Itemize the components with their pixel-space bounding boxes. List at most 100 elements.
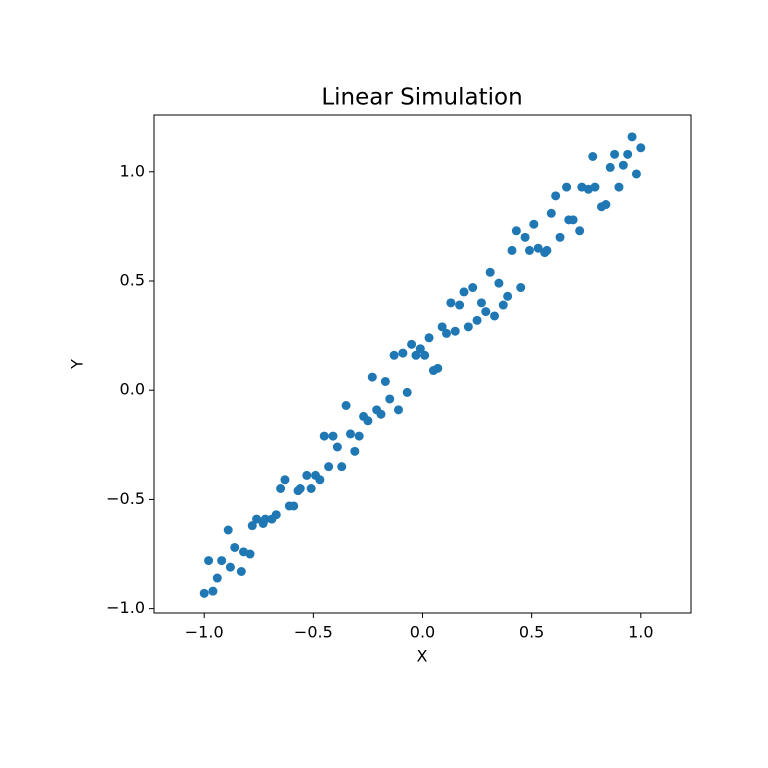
point [411,350,421,360]
point [485,267,495,277]
point [204,556,214,566]
point [199,588,209,598]
point [433,363,443,373]
point [498,300,508,310]
point [459,287,469,297]
chart-title: Linear Simulation [321,85,522,111]
point [516,283,526,293]
point [588,152,598,161]
point [345,429,355,439]
y-axis-label: Y [68,359,87,370]
point [337,462,347,472]
point [319,431,329,441]
point [481,307,491,317]
point [252,514,262,524]
point [236,567,246,576]
point [610,149,620,159]
point [503,291,513,301]
point [341,401,351,410]
point [230,542,240,552]
x-tick-label: 0.0 [410,623,435,642]
point [529,219,539,229]
point [424,333,434,343]
point [380,376,390,386]
point [511,226,521,236]
point [393,405,403,415]
x-tick-label: −1.0 [185,623,224,642]
point [524,245,534,255]
y-tick-label: −1.0 [106,598,145,617]
point [614,182,624,192]
point [450,326,460,336]
point [551,191,561,201]
point [223,525,233,535]
point [280,475,290,485]
point [302,470,312,480]
point [442,328,452,338]
point [332,442,342,452]
point [575,226,585,236]
point [437,322,447,332]
x-tick-label: 0.5 [519,623,544,642]
point [225,562,235,572]
point [520,232,530,242]
point [376,409,386,419]
point [247,521,257,531]
point [367,372,377,382]
point [328,431,338,441]
point [618,160,628,170]
plot-frame [153,114,692,614]
point [306,484,316,493]
y-tick-label: −0.5 [106,489,145,508]
point [494,278,504,288]
point [295,484,305,493]
point [555,232,565,242]
point [627,132,637,142]
point [398,348,408,358]
x-tick-label: −0.5 [294,623,333,642]
point [276,484,286,493]
point [271,510,281,520]
point [315,475,325,485]
point [350,446,360,456]
y-tick-label: 0.0 [120,380,145,399]
point [407,339,417,349]
point [468,283,478,293]
point [446,298,456,308]
point [415,344,425,354]
point [363,416,373,426]
point [533,243,543,253]
point [562,182,572,192]
point [507,245,517,255]
point [546,208,556,218]
point [568,215,578,225]
point [420,350,430,360]
point [289,501,299,511]
y-tick-label: 1.0 [120,161,145,180]
point [590,182,600,192]
point [605,162,615,172]
point [623,149,633,159]
point [217,556,227,566]
point [636,143,646,153]
x-tick-label: 1.0 [628,623,653,642]
point [402,387,412,397]
point [472,315,482,325]
point [385,394,395,404]
point [208,586,218,596]
point [212,573,222,583]
y-tick-label: 0.5 [120,271,145,290]
point [324,462,334,472]
point [354,431,364,441]
point [601,200,611,210]
point [490,311,500,321]
point [389,350,399,360]
point [463,322,473,332]
point [631,169,641,179]
point [455,300,465,310]
point [260,514,270,524]
point [476,298,486,308]
point [542,245,552,255]
x-axis-label: X [417,647,428,666]
